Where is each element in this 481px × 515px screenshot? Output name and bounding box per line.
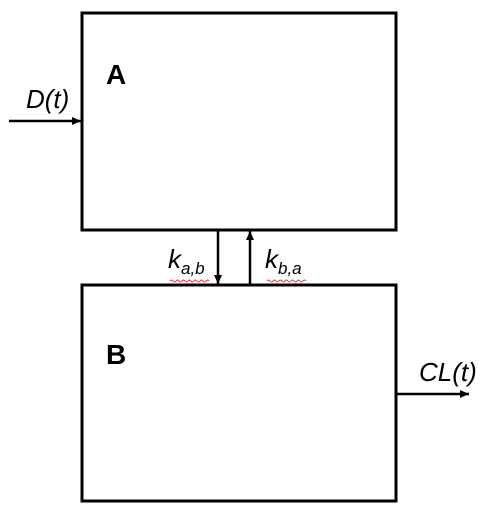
compartment-b-label: B [106,339,126,370]
rate-k-ba-symbol: k [265,244,280,274]
rate-k-ab-subscript: a,b [181,259,205,278]
compartment-a-label: A [106,59,126,90]
rate-k-ba-subscript: b,a [278,259,302,278]
spellcheck-underline-k-ab [169,279,210,283]
rate-k-ba-label: kb,a [265,244,302,278]
rate-k-ab-label: ka,b [168,244,205,278]
dose-input-label: D(t) [26,84,69,114]
rate-k-ab-symbol: k [168,244,183,274]
spellcheck-underline-k-ba [266,279,307,283]
clearance-output-label: CL(t) [419,357,477,387]
compartment-b-box [80,283,398,503]
compartment-a-box [80,11,398,232]
